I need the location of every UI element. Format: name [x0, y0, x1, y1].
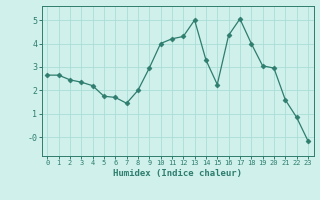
X-axis label: Humidex (Indice chaleur): Humidex (Indice chaleur) — [113, 169, 242, 178]
